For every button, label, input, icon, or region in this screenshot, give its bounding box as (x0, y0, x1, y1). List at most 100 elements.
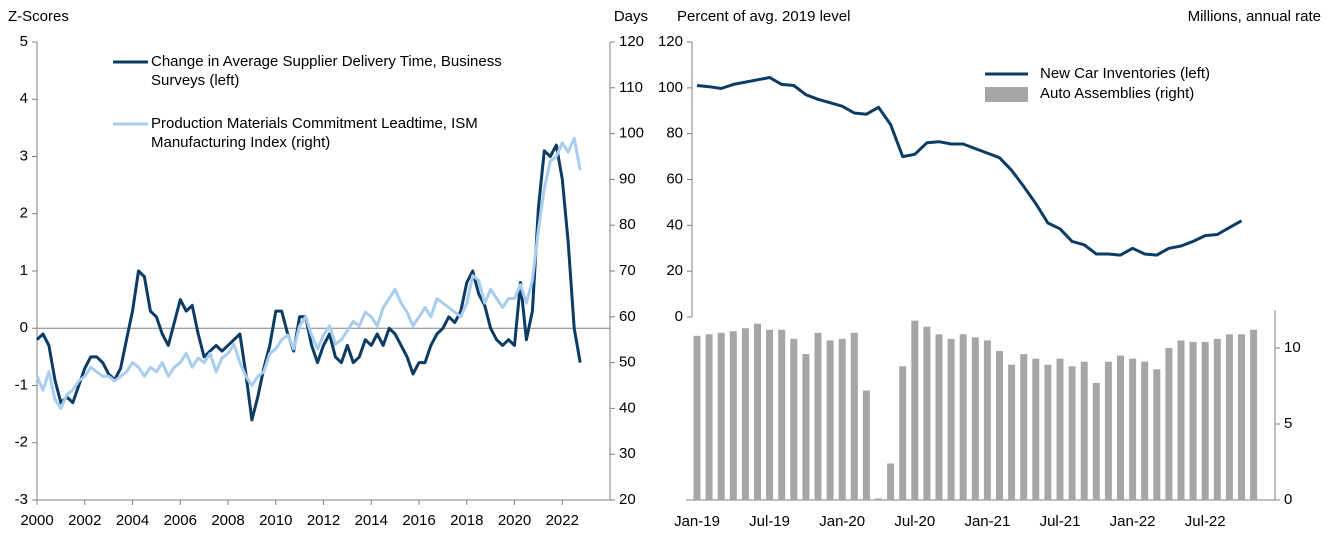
bar (1092, 382, 1100, 500)
y2-tick-label: 0 (1284, 491, 1292, 508)
y-tick-label: 3 (20, 147, 28, 164)
legend-label: Change in Average Supplier Delivery Time… (151, 53, 502, 89)
y2-tick-label: 60 (619, 308, 636, 325)
x-tick-label: 2012 (307, 512, 340, 529)
bar (790, 338, 798, 500)
x-tick-label: 2008 (211, 512, 244, 529)
bar (814, 332, 822, 500)
x-tick-label: 2010 (259, 512, 292, 529)
bar (693, 335, 701, 500)
legend-label: New Car Inventories (left) (1040, 65, 1211, 82)
bar (911, 320, 919, 500)
x-tick-label: 2004 (116, 512, 149, 529)
x-tick-label: 2006 (164, 512, 197, 529)
legend-label: Production Materials Commitment Leadtime… (151, 115, 478, 151)
y-tick-label: 0 (675, 308, 683, 325)
x-tick-label: 2020 (498, 512, 531, 529)
x-tick-label: 2014 (355, 512, 388, 529)
bar (899, 366, 907, 500)
y-tick-label: 5 (20, 33, 28, 50)
y2-axis-title: Millions, annual rate (1188, 8, 1321, 25)
bar (1225, 334, 1233, 500)
bar (1177, 340, 1185, 500)
bar (754, 323, 761, 500)
x-tick-label: Jul-20 (894, 513, 935, 530)
bar (705, 334, 713, 500)
bar (729, 331, 737, 500)
bar (935, 334, 943, 500)
bar (838, 338, 846, 500)
x-tick-label: 2022 (546, 512, 579, 529)
y-tick-label: 100 (658, 79, 683, 96)
y2-tick-label: 80 (619, 216, 636, 233)
legend-label: Auto Assemblies (right) (1040, 85, 1195, 102)
bar (1117, 355, 1124, 500)
bar (1165, 348, 1173, 500)
x-tick-label: Jan-21 (964, 513, 1010, 530)
bar (826, 340, 834, 500)
x-tick-label: 2002 (68, 512, 101, 529)
bar (741, 328, 749, 500)
bar (1020, 354, 1028, 500)
bar (996, 351, 1003, 500)
bar (971, 337, 979, 500)
bar (1008, 364, 1016, 500)
bar (1068, 366, 1076, 500)
bar (1201, 341, 1209, 500)
y2-tick-label: 100 (619, 125, 644, 142)
x-tick-label: 2016 (402, 512, 435, 529)
y2-tick-label: 90 (619, 170, 636, 187)
bar (1104, 361, 1112, 500)
y-tick-label: -2 (15, 434, 28, 451)
bar (875, 498, 882, 500)
x-tick-label: Jul-22 (1185, 513, 1226, 530)
bar (1238, 334, 1245, 500)
series-line (35, 143, 582, 422)
series-line (696, 76, 1243, 257)
x-tick-label: 2000 (20, 512, 53, 529)
x-tick-label: 2018 (450, 512, 483, 529)
bar (1032, 358, 1040, 500)
bar (1250, 329, 1258, 500)
y2-tick-label: 110 (619, 79, 643, 96)
bar (1044, 364, 1052, 500)
bar (1213, 338, 1221, 500)
bar (766, 329, 774, 500)
y2-axis-title: Days (614, 8, 648, 25)
y-axis-title: Percent of avg. 2019 level (677, 8, 850, 25)
bar (923, 326, 931, 500)
bar (1129, 358, 1137, 500)
x-tick-label: Jul-21 (1040, 513, 1081, 530)
y2-tick-label: 70 (619, 262, 636, 279)
y2-tick-label: 5 (1284, 415, 1292, 432)
y-tick-label: 2 (20, 205, 28, 222)
y-tick-label: 1 (20, 262, 28, 279)
bar (1141, 361, 1149, 500)
y-tick-label: 20 (666, 262, 683, 279)
x-tick-label: Jan-22 (1110, 513, 1156, 530)
bar (947, 338, 955, 500)
bar (983, 340, 991, 500)
bar (1189, 341, 1197, 500)
y-tick-label: 4 (20, 90, 28, 107)
bar (959, 334, 967, 500)
y2-tick-label: 10 (1284, 339, 1301, 356)
bar (717, 332, 725, 500)
y-tick-label: -1 (15, 376, 28, 393)
bar (1153, 369, 1161, 500)
bar (862, 390, 870, 500)
y2-tick-label: 40 (619, 399, 636, 416)
y-tick-label: 60 (666, 170, 683, 187)
bar (1056, 358, 1064, 500)
y-tick-label: 40 (666, 216, 683, 233)
y-axis-title: Z-Scores (8, 8, 69, 25)
bar (1080, 361, 1088, 500)
y-tick-label: -3 (15, 491, 28, 508)
series-line (35, 136, 582, 410)
y-tick-label: 120 (658, 33, 683, 50)
y-tick-label: 0 (20, 319, 28, 336)
y2-tick-label: 120 (619, 33, 644, 50)
x-tick-label: Jul-19 (749, 513, 790, 530)
